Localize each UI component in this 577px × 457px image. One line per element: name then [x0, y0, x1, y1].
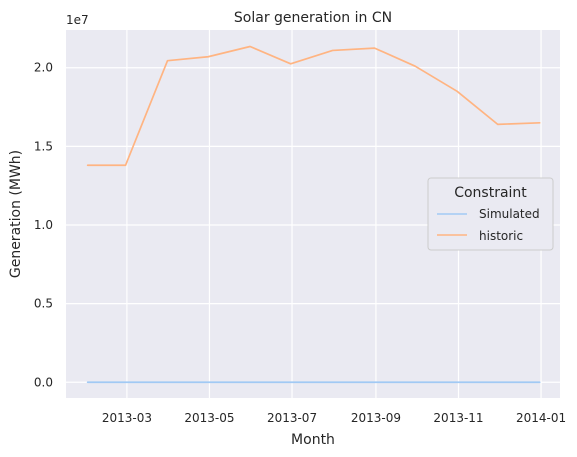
legend-title: Constraint [454, 185, 527, 201]
chart-title: Solar generation in CN [234, 10, 392, 26]
x-tick-label: 2013-03 [102, 411, 152, 425]
legend-label-historic: historic [479, 229, 523, 243]
legend: Constraint Simulated historic [427, 177, 554, 251]
y-tick-label: 0.5 [34, 297, 53, 311]
grid [66, 30, 560, 398]
series-line-historic [86, 45, 541, 167]
x-tick-label: 2013-05 [184, 411, 234, 425]
x-tick-label: 2013-09 [351, 411, 401, 425]
y-axis-ticks: 0.0 0.5 1.0 1.5 2.0 [34, 61, 53, 390]
x-tick-label: 2013-11 [433, 411, 483, 425]
legend-box [427, 177, 554, 251]
y-tick-label: 1.5 [34, 139, 53, 153]
x-axis-label: Month [291, 432, 335, 448]
y-tick-label: 0.0 [34, 375, 53, 389]
x-tick-label: 2014-01 [516, 411, 566, 425]
y-axis-label: Generation (MWh) [8, 150, 24, 278]
x-tick-label: 2013-07 [267, 411, 317, 425]
y-axis-multiplier: 1e7 [66, 13, 89, 27]
legend-label-simulated: Simulated [479, 207, 540, 221]
x-axis-ticks: 2013-03 2013-05 2013-07 2013-09 2013-11 2014-… [102, 411, 566, 425]
y-tick-label: 2.0 [34, 61, 53, 75]
series-layer [86, 45, 541, 384]
y-tick-label: 1.0 [34, 218, 53, 232]
